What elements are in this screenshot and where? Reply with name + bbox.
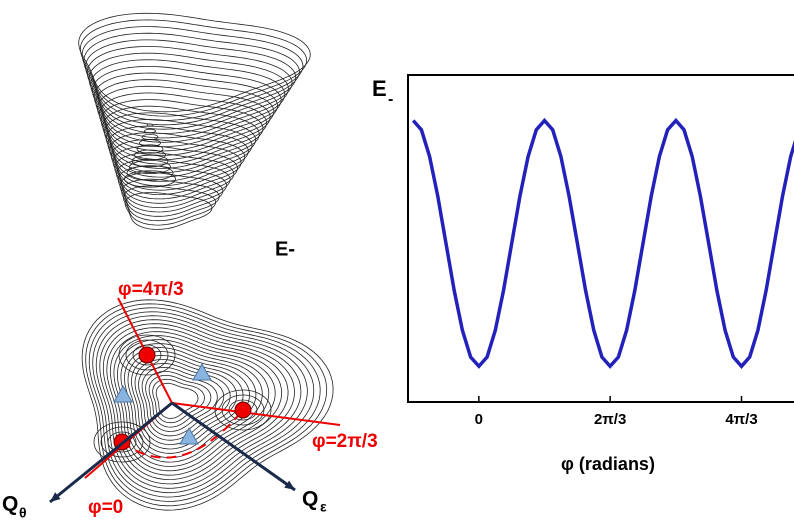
surface-contour	[95, 79, 275, 156]
plot-frame	[407, 74, 794, 403]
axis-arrow	[49, 401, 173, 504]
cone-ring	[131, 154, 169, 168]
well-contour	[214, 389, 272, 431]
contour	[148, 375, 212, 428]
surface-contour	[97, 85, 271, 161]
well-contour	[132, 344, 162, 366]
contour	[131, 355, 244, 450]
x-label: φ (radians)	[561, 454, 655, 474]
contour	[155, 382, 199, 419]
surface-contour	[83, 32, 300, 126]
y-label: E	[372, 76, 387, 101]
well-contour	[100, 426, 144, 458]
contour	[141, 366, 225, 437]
contour	[92, 311, 315, 498]
saddle	[179, 426, 199, 445]
cone-ring	[136, 144, 164, 154]
surface-contour	[121, 178, 220, 222]
cone-ring	[129, 159, 171, 174]
surface-contour	[79, 19, 308, 117]
well-contour	[93, 421, 151, 463]
surface-label: E-	[275, 238, 295, 260]
cone-ring	[146, 123, 154, 127]
contour	[95, 315, 308, 494]
contour	[99, 319, 302, 489]
cone-ring	[124, 170, 176, 188]
y-label-sub: -	[388, 91, 393, 108]
arrow-head	[50, 492, 61, 502]
cone-ring	[126, 165, 174, 181]
minimum	[138, 346, 156, 364]
phi-label: φ=2π/3	[312, 431, 378, 452]
surface-contour	[90, 59, 286, 143]
x-tick-label: 0	[475, 411, 483, 428]
surface-contour	[112, 145, 238, 200]
minimum	[234, 401, 252, 419]
surface-contour	[122, 185, 217, 226]
contour	[88, 307, 321, 502]
line-series	[411, 117, 794, 369]
surface-contour	[81, 26, 304, 121]
contour	[102, 323, 295, 485]
surface-contour	[98, 92, 268, 165]
cone-ring	[139, 139, 161, 147]
well-contour	[118, 334, 176, 376]
contour	[106, 327, 289, 481]
contour	[85, 303, 328, 507]
surface-contour	[100, 99, 264, 169]
contour	[134, 359, 238, 446]
well-contour	[107, 431, 137, 453]
surface-contour	[104, 112, 257, 178]
axis-name: Q	[302, 488, 318, 511]
arrow-head	[284, 480, 295, 490]
x-tick-label: 2π/3	[594, 411, 626, 428]
path-arc	[121, 409, 244, 459]
potential-diagram	[49, 12, 341, 511]
saddle	[113, 384, 133, 403]
well-contour	[125, 339, 169, 371]
surface-contour	[93, 72, 278, 152]
phi-label: φ=0	[88, 497, 123, 518]
surface-contour	[105, 119, 253, 182]
surface-contour	[124, 192, 213, 230]
contour	[127, 351, 250, 454]
surface-contour	[102, 105, 260, 174]
phi-line	[171, 402, 341, 426]
axis-sub: ε	[320, 499, 327, 515]
cone-ring	[144, 128, 156, 134]
axis-sub: θ	[19, 505, 27, 521]
axis-name: Q	[2, 493, 18, 516]
x-tick-label: 4π/3	[725, 411, 757, 428]
contour	[81, 299, 334, 511]
saddle	[192, 362, 212, 381]
axis-arrow	[171, 401, 296, 492]
contour	[145, 371, 218, 432]
surface-contour	[116, 158, 231, 208]
surface-contour	[117, 165, 227, 213]
surface-contour	[92, 66, 282, 148]
surface-contour	[119, 172, 224, 217]
phi-label: φ=4π/3	[118, 279, 184, 300]
surface-contour	[114, 152, 235, 204]
